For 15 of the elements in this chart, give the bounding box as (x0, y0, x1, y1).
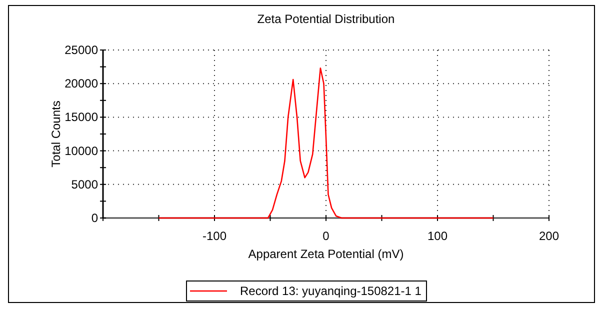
y-tick-label: 20000 (64, 76, 98, 91)
y-tick-label: 25000 (64, 43, 98, 57)
x-tick-label: 200 (538, 229, 560, 243)
x-tick-label: 0 (322, 229, 330, 243)
legend-label: Record 13: yuyanqing-150821-1 1 (240, 284, 422, 298)
x-tick-label: 100 (427, 229, 448, 243)
chart-title: Zeta Potential Distribution (257, 12, 395, 26)
y-tick-label: 10000 (64, 144, 98, 158)
y-tick-label: 15000 (64, 110, 98, 124)
y-axis-title: Total Counts (49, 100, 63, 168)
y-tick-label: 5000 (71, 177, 98, 192)
line-series (158, 67, 494, 219)
y-tick-label: 0 (91, 211, 98, 225)
x-tick-label: -100 (202, 229, 227, 243)
x-axis-title: Apparent Zeta Potential (mV) (248, 247, 404, 261)
